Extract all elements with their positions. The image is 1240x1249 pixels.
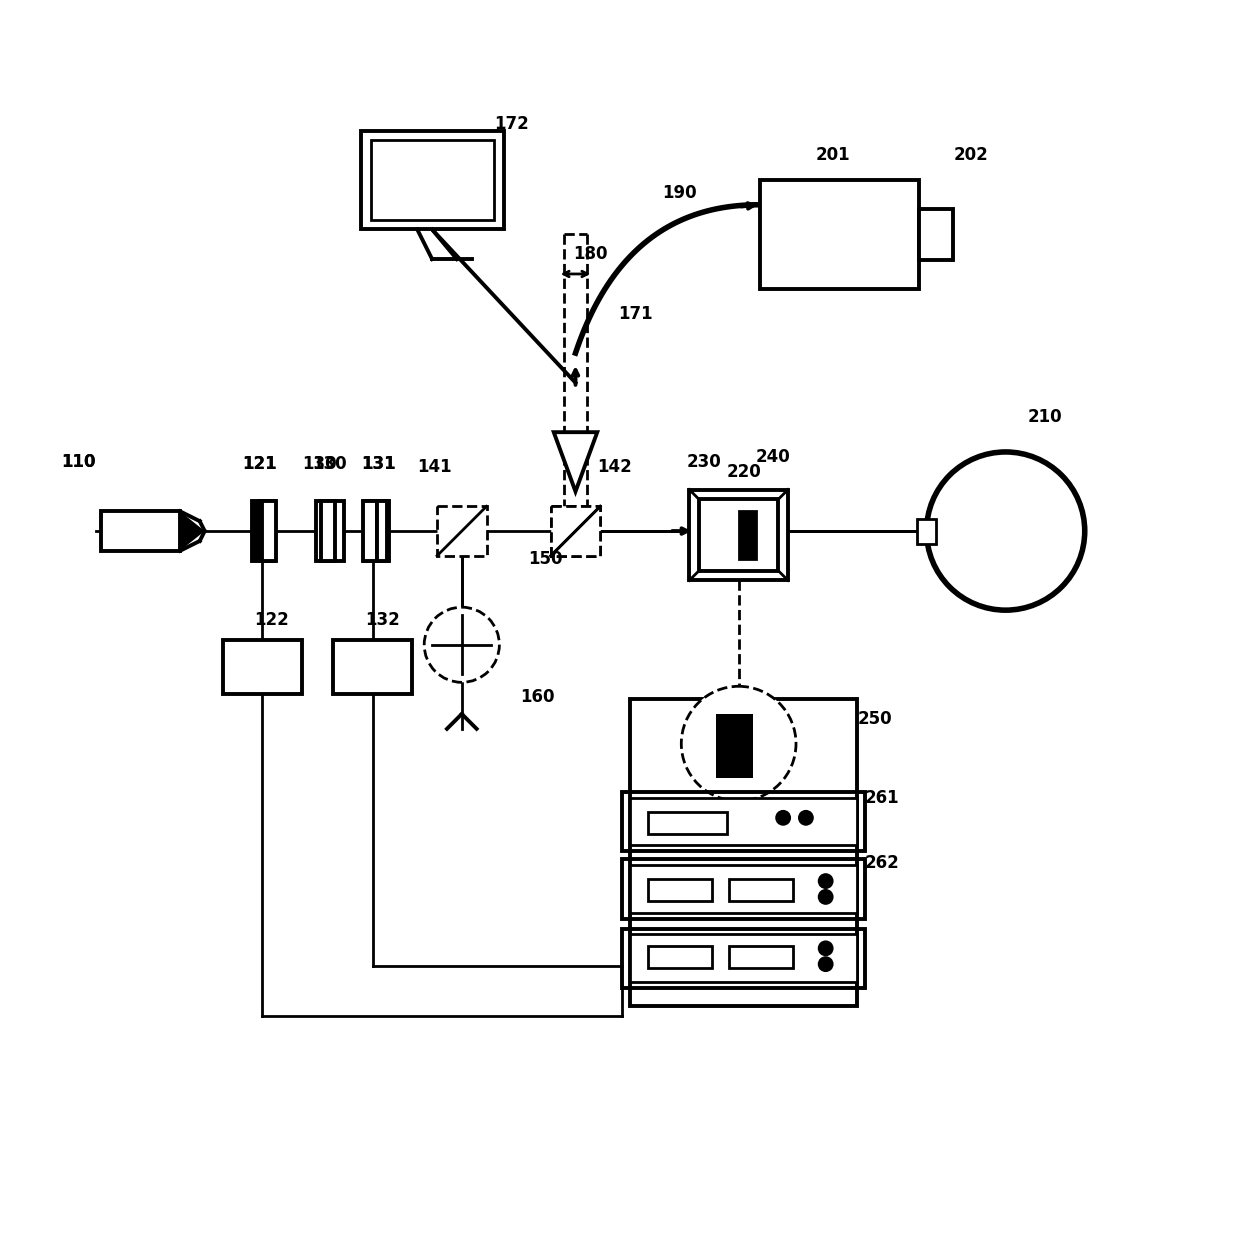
Text: 171: 171: [619, 305, 653, 322]
Text: 261: 261: [864, 789, 899, 807]
Bar: [622, 859, 866, 919]
Circle shape: [775, 809, 791, 826]
Circle shape: [817, 889, 833, 904]
Bar: [378, 501, 388, 561]
Circle shape: [817, 957, 833, 972]
Text: 250: 250: [858, 709, 893, 728]
Text: 131: 131: [361, 455, 396, 473]
Text: 121: 121: [242, 455, 277, 473]
Circle shape: [926, 452, 1085, 611]
Bar: [630, 699, 857, 1005]
Bar: [729, 947, 794, 968]
Text: 132: 132: [366, 611, 401, 629]
Circle shape: [424, 607, 500, 682]
Text: 240: 240: [756, 448, 791, 466]
Bar: [715, 714, 754, 778]
Polygon shape: [180, 511, 205, 551]
Bar: [377, 501, 387, 561]
Bar: [699, 500, 779, 571]
Bar: [647, 812, 727, 833]
Bar: [647, 947, 712, 968]
Text: 202: 202: [954, 146, 988, 165]
Bar: [262, 501, 275, 561]
Text: 110: 110: [61, 453, 95, 471]
Bar: [729, 879, 794, 901]
Circle shape: [817, 873, 833, 889]
Bar: [252, 501, 262, 561]
Text: 180: 180: [573, 245, 608, 264]
Bar: [330, 501, 345, 561]
Bar: [622, 928, 866, 988]
Bar: [365, 501, 378, 561]
Text: 130: 130: [303, 455, 337, 473]
Text: 210: 210: [1028, 408, 1063, 426]
Bar: [371, 140, 495, 220]
Bar: [334, 639, 413, 694]
Bar: [739, 511, 756, 558]
Bar: [321, 501, 335, 561]
Bar: [436, 506, 486, 556]
Bar: [630, 934, 857, 982]
Bar: [551, 506, 600, 556]
Text: 122: 122: [254, 611, 289, 629]
Text: 142: 142: [596, 458, 631, 476]
Bar: [916, 520, 936, 543]
Bar: [363, 501, 377, 561]
Bar: [551, 506, 600, 556]
Bar: [622, 792, 866, 852]
Text: 121: 121: [242, 455, 277, 473]
Bar: [260, 501, 274, 561]
Circle shape: [817, 940, 833, 957]
Bar: [630, 798, 857, 846]
Text: 110: 110: [61, 453, 95, 471]
Bar: [361, 131, 505, 230]
Bar: [760, 180, 919, 289]
Bar: [100, 511, 180, 551]
Bar: [647, 879, 712, 901]
Bar: [222, 639, 301, 694]
Text: 190: 190: [662, 184, 697, 202]
Text: 150: 150: [528, 550, 563, 568]
Text: 262: 262: [864, 854, 899, 872]
Text: 131: 131: [361, 455, 396, 473]
Bar: [316, 501, 330, 561]
Text: 130: 130: [312, 455, 347, 473]
Text: 172: 172: [494, 115, 528, 132]
Bar: [689, 490, 789, 581]
Text: 141: 141: [417, 458, 451, 476]
Bar: [252, 501, 260, 561]
Text: 220: 220: [727, 462, 761, 481]
Polygon shape: [554, 432, 598, 492]
Circle shape: [681, 686, 796, 801]
Bar: [919, 209, 954, 260]
Text: 160: 160: [520, 688, 554, 706]
Text: 201: 201: [815, 146, 849, 165]
Circle shape: [799, 809, 813, 826]
Bar: [630, 866, 857, 913]
Text: 230: 230: [687, 453, 722, 471]
